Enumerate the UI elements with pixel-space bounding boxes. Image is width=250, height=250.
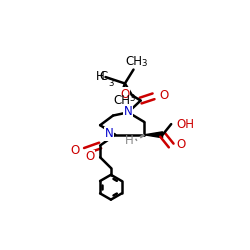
- Text: CH: CH: [125, 55, 142, 68]
- Text: N: N: [124, 105, 132, 118]
- Text: 3: 3: [108, 79, 114, 88]
- Text: O: O: [70, 144, 80, 157]
- Text: OH: OH: [176, 118, 194, 130]
- Text: 3: 3: [130, 94, 135, 103]
- Text: 3: 3: [142, 60, 147, 68]
- Text: O: O: [86, 150, 95, 163]
- Text: CH: CH: [114, 94, 130, 107]
- Text: O: O: [159, 89, 168, 102]
- Text: O: O: [176, 138, 185, 151]
- Text: C: C: [100, 70, 108, 83]
- Text: N: N: [105, 127, 114, 140]
- Text: H: H: [96, 70, 104, 83]
- Text: O: O: [120, 88, 130, 101]
- Text: H: H: [125, 134, 134, 147]
- Polygon shape: [144, 132, 163, 138]
